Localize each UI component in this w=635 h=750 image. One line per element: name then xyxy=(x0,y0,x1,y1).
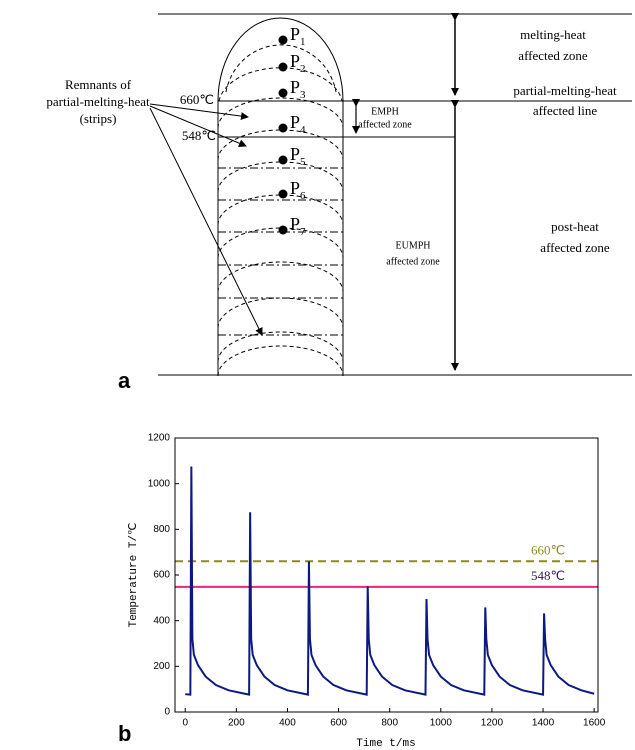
point-letter: P xyxy=(290,144,300,164)
temp-label: 660℃ xyxy=(180,92,214,107)
point-label: P3 xyxy=(290,77,306,100)
point-sub: 5 xyxy=(300,156,306,168)
point xyxy=(278,88,288,98)
x-tick-label: 400 xyxy=(279,718,296,729)
x-tick-label: 800 xyxy=(381,718,398,729)
point-letter: P xyxy=(290,178,300,198)
strip-arc xyxy=(218,67,343,102)
point-label: P2 xyxy=(290,51,306,74)
x-tick-label: 600 xyxy=(330,718,347,729)
zone-label: EMPH xyxy=(371,106,399,117)
x-tick-label: 0 xyxy=(182,718,188,729)
zone-label: affected zone xyxy=(540,240,610,255)
point xyxy=(278,155,288,165)
series-line xyxy=(185,466,595,696)
y-tick-label: 800 xyxy=(153,524,170,535)
reference-label: 660℃ xyxy=(531,542,565,557)
point xyxy=(278,62,288,72)
strip-arc xyxy=(217,345,344,377)
panel-label: a xyxy=(118,368,131,393)
point xyxy=(278,189,288,199)
strip-arc xyxy=(217,261,344,293)
strip-arc xyxy=(217,331,344,363)
melt-dome xyxy=(217,17,344,102)
point-letter: P xyxy=(290,77,300,97)
y-axis-title: Temperature T/℃ xyxy=(128,523,140,628)
strip-arc xyxy=(217,161,344,193)
zone-label: EUMPH xyxy=(395,240,430,251)
point-label: P4 xyxy=(290,112,306,135)
x-tick-label: 1000 xyxy=(430,718,453,729)
panel-label: b xyxy=(118,721,131,746)
zone-label: affected zone xyxy=(386,256,440,267)
zone-label: melting-heat xyxy=(520,27,586,42)
y-tick-label: 1000 xyxy=(148,478,171,489)
zone-label: affected line xyxy=(533,103,598,118)
point-label: P1 xyxy=(290,24,306,47)
point-letter: P xyxy=(290,24,300,44)
point xyxy=(278,123,288,133)
arrow xyxy=(149,105,247,147)
point-label: P6 xyxy=(290,178,306,201)
strip-arc xyxy=(217,227,344,259)
y-tick-label: 600 xyxy=(153,570,170,581)
zone-label: affected zone xyxy=(358,119,412,130)
strip-arc xyxy=(217,297,344,329)
y-tick-label: 400 xyxy=(153,615,170,626)
zone-label: post-heat xyxy=(551,219,599,234)
remnants-label: Remnants of xyxy=(65,77,132,92)
point-sub: 6 xyxy=(300,190,306,202)
arrow xyxy=(149,107,263,336)
point-sub: 1 xyxy=(300,36,306,48)
temp-label: 548℃ xyxy=(182,128,216,143)
zone-label: affected zone xyxy=(518,48,588,63)
point-sub: 2 xyxy=(300,63,306,75)
strip-arc xyxy=(225,44,337,93)
strip-arc xyxy=(217,194,344,226)
point-letter: P xyxy=(290,51,300,71)
remnants-label: (strips) xyxy=(80,111,117,126)
point-sub: 4 xyxy=(300,124,306,136)
point-label: P5 xyxy=(290,144,306,167)
point-letter: P xyxy=(290,112,300,132)
arrow xyxy=(149,103,249,121)
y-tick-label: 1200 xyxy=(148,433,171,444)
strip-arc xyxy=(217,129,344,161)
point-sub: 7 xyxy=(300,226,306,238)
reference-label: 548℃ xyxy=(531,568,565,583)
x-axis-title: Time t/ms xyxy=(356,738,415,750)
strip-arc xyxy=(217,97,344,129)
point xyxy=(278,225,288,235)
plot-frame xyxy=(174,437,599,713)
zone-label: partial-melting-heat xyxy=(513,83,617,98)
x-tick-label: 1400 xyxy=(532,718,555,729)
point-letter: P xyxy=(290,214,300,234)
point-sub: 3 xyxy=(300,89,306,101)
point-label: P7 xyxy=(290,214,306,237)
point xyxy=(278,35,288,45)
x-tick-label: 200 xyxy=(228,718,245,729)
y-tick-label: 0 xyxy=(164,707,170,718)
diagram xyxy=(149,13,632,377)
x-tick-label: 1200 xyxy=(481,718,504,729)
x-tick-label: 1600 xyxy=(583,718,606,729)
y-tick-label: 200 xyxy=(153,661,170,672)
remnants-label: partial-melting-heat xyxy=(46,94,150,109)
